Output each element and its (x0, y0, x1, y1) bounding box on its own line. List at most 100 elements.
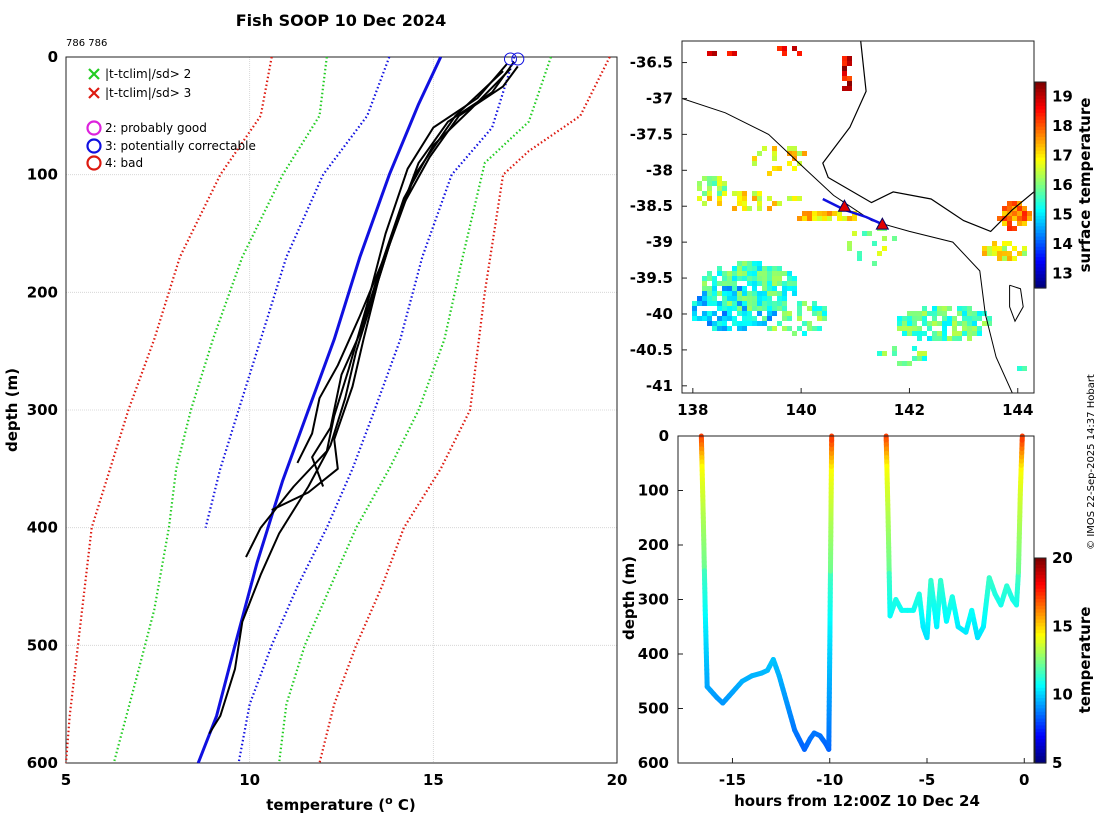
sst-pixel (802, 321, 807, 326)
sst-pixel (787, 161, 792, 166)
sst-pixel (1007, 216, 1012, 221)
sst-pixel (987, 316, 992, 321)
sst-pixel (752, 306, 757, 311)
sst-pixel (907, 311, 912, 316)
sst-pixel (947, 336, 952, 341)
sst-pixel (707, 186, 712, 191)
sst-pixel (1017, 206, 1022, 211)
sst-pixel (1022, 216, 1027, 221)
sst-pixel (797, 196, 802, 201)
sst-pixel (717, 201, 722, 206)
colorbar-segment (1035, 178, 1046, 183)
colorbar2-segment (1035, 722, 1046, 727)
sst-pixel (807, 216, 812, 221)
sst-pixel (742, 311, 747, 316)
colorbar-segment (1035, 95, 1046, 100)
sst-pixel (912, 356, 917, 361)
sst-pixel (777, 291, 782, 296)
colorbar-segment (1035, 136, 1046, 141)
sst-pixel (747, 261, 752, 266)
colorbar-segment (1035, 147, 1046, 152)
sst-pixel (997, 246, 1002, 251)
sst-pixel (807, 211, 812, 216)
sst-pixel (822, 316, 827, 321)
map-frame (681, 40, 1035, 394)
sst-pixel (707, 271, 712, 276)
sst-pixel (767, 206, 772, 211)
plot-frame (65, 56, 618, 764)
colorbar-segment (1035, 140, 1046, 145)
sst-pixel (847, 246, 852, 251)
sst-pixel (727, 291, 732, 296)
sst-pixel (737, 291, 742, 296)
sst-pixel (727, 271, 732, 276)
colorbar-tick-label: 18 (1052, 117, 1073, 135)
colorbar-segment (1035, 185, 1046, 190)
sst-pixel (767, 301, 772, 306)
sst-pixel (737, 191, 742, 196)
sst-pixel (797, 326, 802, 331)
sst-pixel (712, 296, 717, 301)
sst-pixel (982, 311, 987, 316)
hours-y-tick-label: 100 (638, 482, 669, 500)
sst-pixel (752, 266, 757, 271)
sst-pixel (847, 56, 852, 61)
sst-pixel (947, 321, 952, 326)
sst-pixel (727, 306, 732, 311)
sst-pixel (757, 301, 762, 306)
chart-title: Fish SOOP 10 Dec 2024 (236, 11, 446, 30)
colorbar2-segment (1035, 674, 1046, 679)
series-line-climatology-3-sd (318, 56, 611, 764)
sst-pixel (752, 296, 757, 301)
colorbar2-segment (1035, 564, 1046, 569)
colorbar-segment (1035, 229, 1046, 234)
colorbar-segment (1035, 243, 1046, 248)
sst-pixel (747, 266, 752, 271)
sst-pixel (712, 321, 717, 326)
sst-pixel (942, 336, 947, 341)
sst-pixel (997, 256, 1002, 261)
sst-pixel (942, 311, 947, 316)
sst-pixel (1012, 226, 1017, 231)
sst-pixel (742, 316, 747, 321)
sst-pixel (712, 176, 717, 181)
sst-pixel (917, 331, 922, 336)
sst-pixel (712, 311, 717, 316)
colorbar2-segment (1035, 619, 1046, 624)
sst-pixel (707, 286, 712, 291)
sst-pixel (902, 326, 907, 331)
hours-y-tick-label: 400 (638, 645, 669, 663)
sst-pixel (927, 311, 932, 316)
sst-pixel (717, 186, 722, 191)
sst-pixel (717, 196, 722, 201)
map-y-tick-label: -36.5 (630, 54, 673, 72)
colorbar2-segment (1035, 599, 1046, 604)
station-ids: 786 786 (66, 38, 107, 49)
sst-pixel (772, 281, 777, 286)
sst-pixel (722, 301, 727, 306)
sst-pixel (752, 316, 757, 321)
hours-x-tick-label: -5 (919, 771, 936, 789)
sst-pixel (777, 266, 782, 271)
sst-pixel (797, 301, 802, 306)
colorbar-segment (1035, 109, 1046, 114)
colorbar-segment (1035, 236, 1046, 241)
sst-pixel (962, 316, 967, 321)
sst-pixel (792, 166, 797, 171)
sst-pixel (847, 76, 852, 81)
sst-pixel (802, 211, 807, 216)
colorbar2-segment (1035, 636, 1046, 641)
sst-pixel (957, 336, 962, 341)
colorbar2-segment (1035, 571, 1046, 576)
colorbar2-segment (1035, 609, 1046, 614)
sst-pixel (772, 146, 777, 151)
sst-pixel (792, 331, 797, 336)
colorbar2-segment (1035, 687, 1046, 692)
king-island (1009, 284, 1024, 323)
sst-pixel (717, 301, 722, 306)
map-y-tick-label: -39 (646, 233, 673, 251)
colorbar-segment (1035, 88, 1046, 93)
colorbar-segment (1035, 267, 1046, 272)
colorbar-segment (1035, 188, 1046, 193)
sst-pixel (972, 326, 977, 331)
